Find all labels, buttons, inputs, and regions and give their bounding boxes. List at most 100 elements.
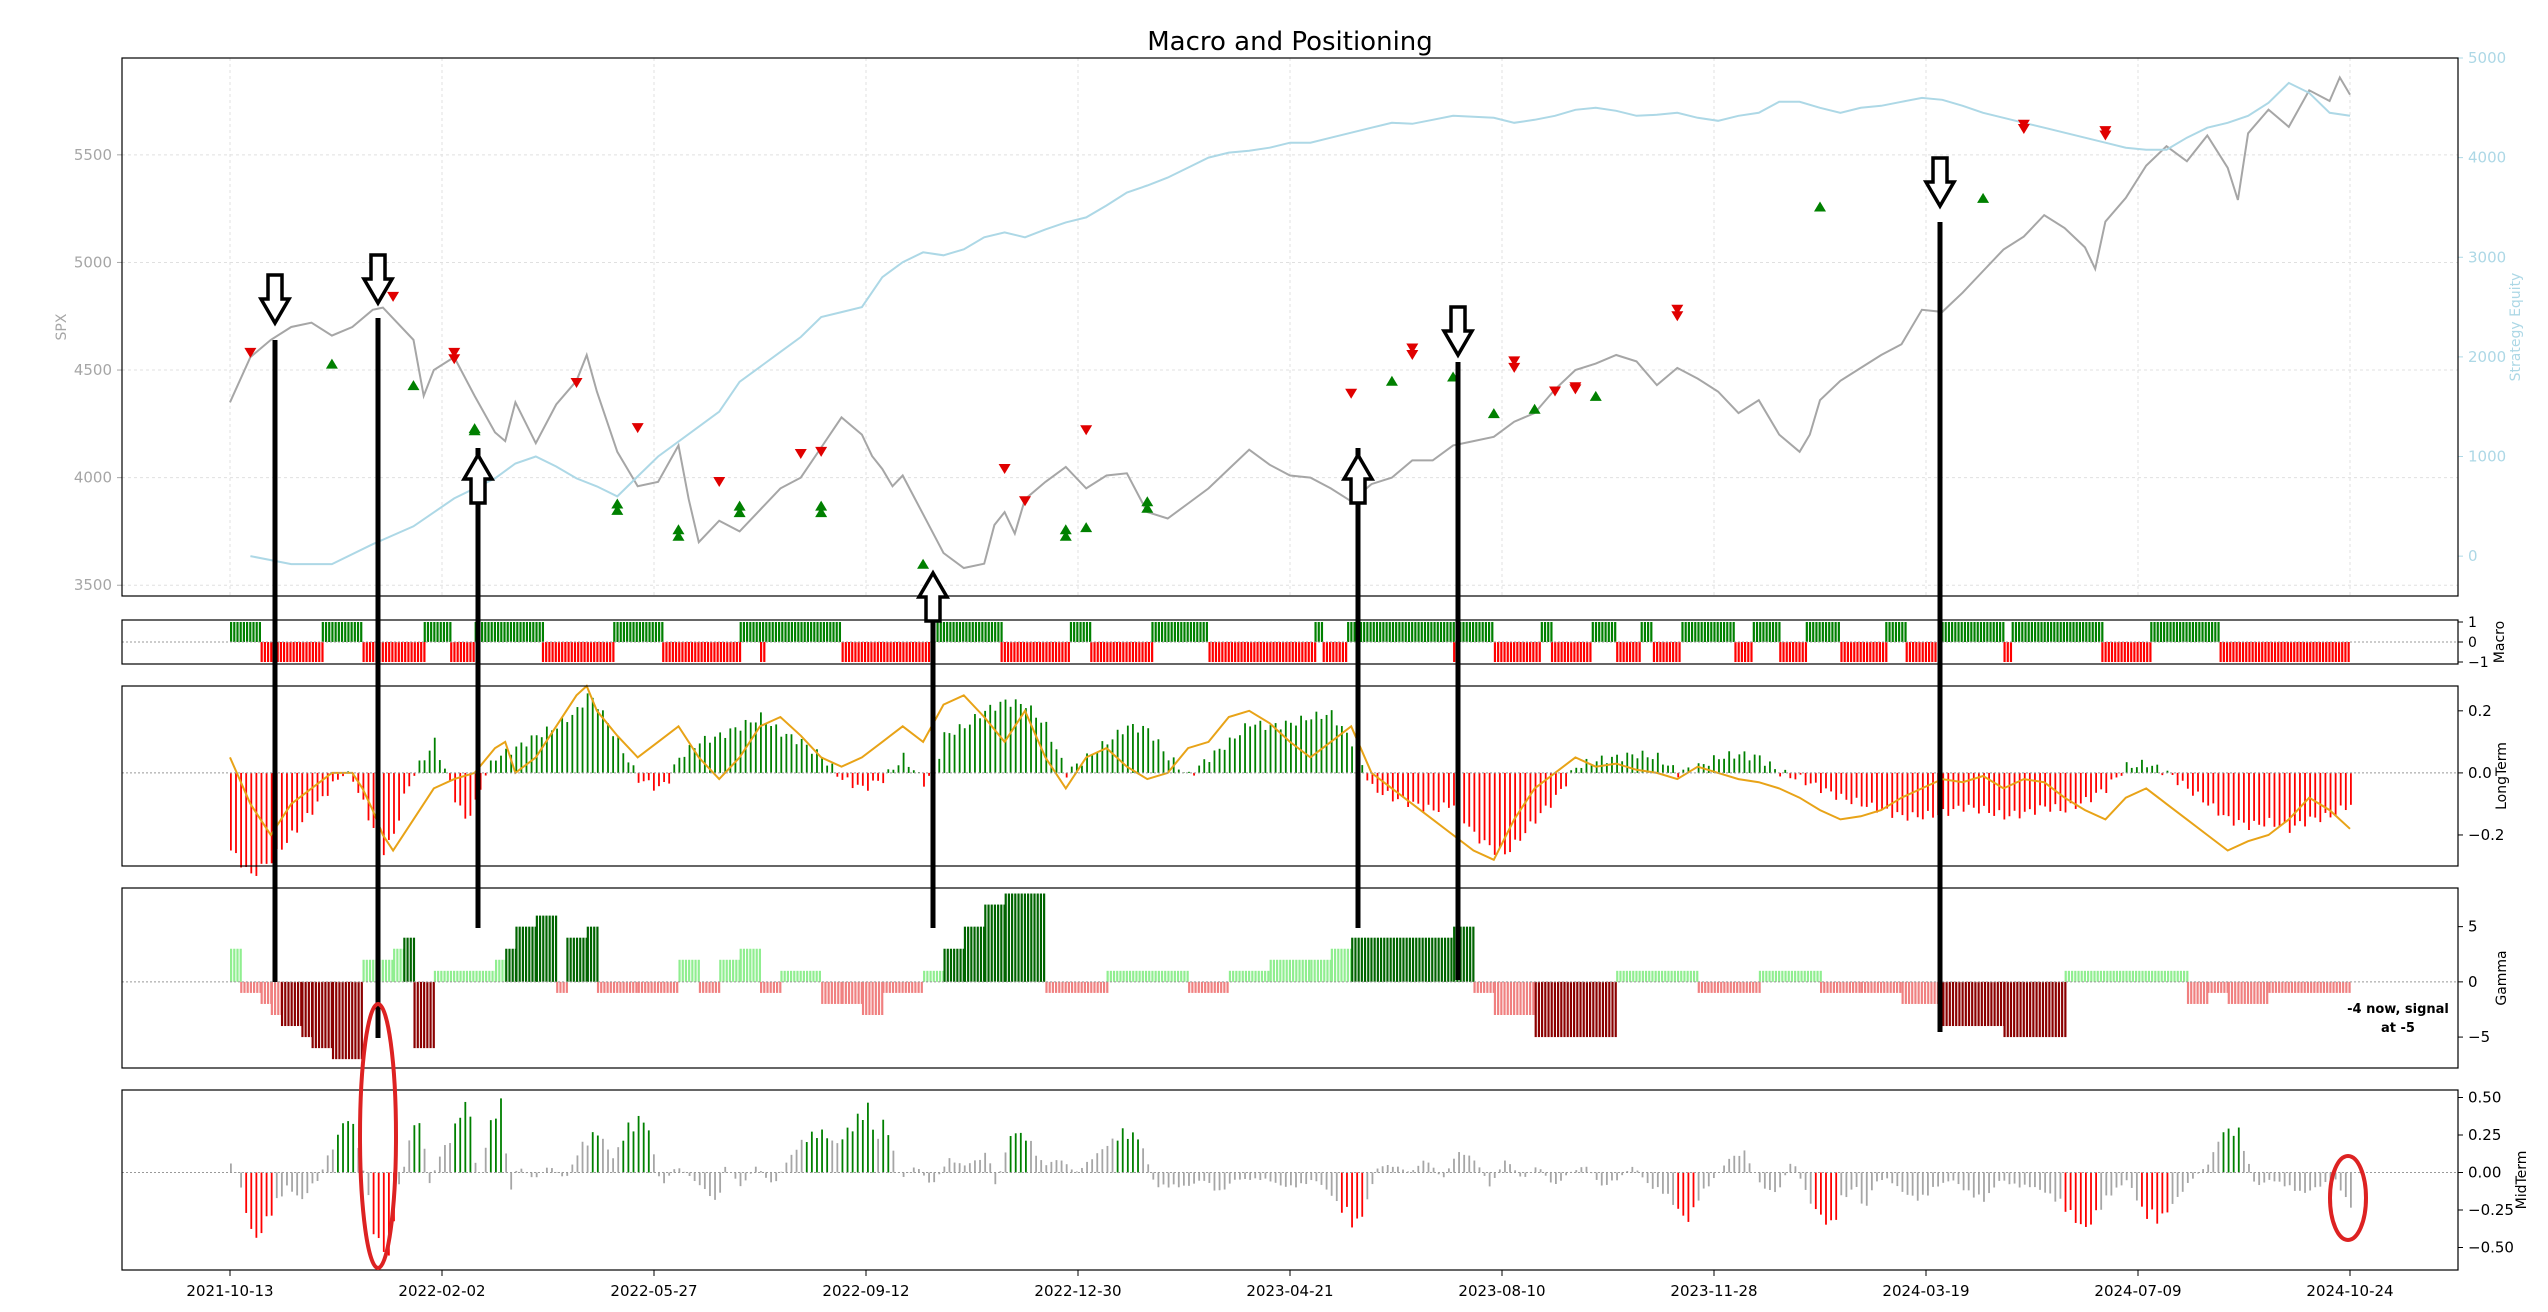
longterm-bar bbox=[2115, 772, 2118, 778]
longterm-bar bbox=[1840, 772, 1843, 794]
midterm-bar bbox=[1692, 1172, 1695, 1208]
longterm-bar bbox=[785, 733, 788, 773]
midterm-bar bbox=[1524, 1172, 1527, 1177]
gamma-bar bbox=[949, 948, 953, 982]
gamma-bar bbox=[786, 970, 789, 982]
gamma-bar bbox=[2306, 981, 2310, 993]
longterm-bar bbox=[551, 730, 553, 773]
midterm-bar bbox=[637, 1115, 640, 1173]
gamma-bar bbox=[606, 981, 609, 993]
macro-bar bbox=[1805, 622, 1808, 642]
macro-bar bbox=[1322, 642, 1325, 662]
gamma-tick-label: 0 bbox=[2468, 973, 2478, 991]
gamma-bar bbox=[2064, 970, 2067, 982]
macro-bar bbox=[1918, 642, 1921, 662]
gamma-bar bbox=[1310, 959, 1313, 982]
macro-bar bbox=[1407, 622, 1411, 642]
midterm-bar bbox=[342, 1123, 344, 1173]
macro-bar bbox=[838, 622, 842, 642]
macro-bar bbox=[1616, 642, 1619, 662]
midterm-bar bbox=[673, 1169, 676, 1173]
midterm-bar bbox=[1651, 1172, 1654, 1189]
midterm-bar bbox=[1493, 1172, 1496, 1178]
macro-bar bbox=[908, 642, 911, 662]
y-tick-label-right: 1000 bbox=[2468, 448, 2506, 466]
gamma-bar bbox=[1285, 959, 1288, 982]
longterm-bar bbox=[821, 758, 823, 773]
midterm-bar bbox=[2212, 1152, 2215, 1173]
midterm-bar bbox=[2054, 1172, 2057, 1202]
gamma-bar bbox=[575, 937, 579, 982]
gamma-bar bbox=[1566, 981, 1569, 1038]
macro-bar bbox=[1951, 622, 1954, 642]
longterm-bar bbox=[1850, 772, 1853, 805]
gamma-bar bbox=[1141, 970, 1144, 982]
gamma-bar bbox=[688, 959, 691, 982]
macro-bar bbox=[1525, 642, 1529, 662]
midterm-bar bbox=[571, 1164, 574, 1173]
longterm-bar bbox=[968, 724, 971, 773]
macro-bar bbox=[2179, 622, 2182, 642]
gamma-bar bbox=[1109, 970, 1112, 982]
macro-bar bbox=[1291, 642, 1294, 662]
midterm-bar bbox=[877, 1138, 880, 1173]
gamma-bar bbox=[1923, 981, 1927, 1004]
longterm-bar bbox=[714, 736, 716, 773]
gamma-bar bbox=[381, 959, 384, 982]
sell-signal-marker bbox=[815, 446, 828, 457]
longterm-bar bbox=[989, 704, 992, 773]
longterm-bar bbox=[1279, 729, 1282, 773]
gamma-bar bbox=[2109, 970, 2112, 982]
gamma-bar bbox=[1771, 970, 1774, 982]
midterm-bar bbox=[683, 1171, 686, 1173]
macro-bar bbox=[1038, 642, 1042, 662]
gamma-bar bbox=[1920, 981, 1923, 1004]
macro-bar bbox=[2261, 642, 2264, 662]
gamma-bar bbox=[2144, 970, 2147, 982]
midterm-bar bbox=[1544, 1172, 1547, 1176]
macro-bar bbox=[918, 642, 921, 662]
gamma-bar bbox=[266, 981, 270, 1004]
macro-bar bbox=[1837, 622, 1840, 642]
macro-bar bbox=[2149, 642, 2152, 662]
buy-signal-marker bbox=[917, 558, 930, 569]
midterm-bar bbox=[938, 1172, 941, 1175]
midterm-bar bbox=[1147, 1164, 1150, 1173]
longterm-bar bbox=[280, 772, 283, 850]
macro-bar bbox=[1818, 622, 1821, 642]
gamma-bar bbox=[1914, 981, 1917, 1004]
gamma-bar bbox=[1605, 981, 1608, 1038]
macro-bar bbox=[1700, 622, 1703, 642]
longterm-bar bbox=[1977, 772, 1980, 814]
longterm-bar bbox=[2242, 772, 2245, 823]
longterm-bar bbox=[1244, 723, 1246, 773]
gamma-bar bbox=[780, 970, 783, 982]
gamma-bar bbox=[2093, 970, 2096, 982]
midterm-bar bbox=[1498, 1169, 1501, 1173]
macro-bar bbox=[2318, 642, 2321, 662]
midterm-bar bbox=[1126, 1138, 1129, 1173]
gamma-bar bbox=[569, 937, 572, 982]
gamma-bar bbox=[1883, 981, 1886, 993]
macro-bar bbox=[2232, 642, 2235, 662]
gamma-bar bbox=[1058, 981, 1061, 993]
gamma-bar bbox=[2227, 981, 2230, 1004]
longterm-bar bbox=[1453, 772, 1455, 806]
macro-bar bbox=[2334, 642, 2337, 662]
y-axis-label-right: Strategy Equity bbox=[2508, 273, 2524, 382]
midterm-bar bbox=[2069, 1172, 2072, 1210]
macro-bar bbox=[2235, 642, 2238, 662]
midterm-bar bbox=[352, 1123, 355, 1173]
buy-signal-marker bbox=[1141, 496, 1154, 507]
macro-bar bbox=[2072, 622, 2075, 642]
macro-bar bbox=[1010, 642, 1013, 662]
gamma-bar bbox=[412, 937, 416, 982]
midterm-bar bbox=[2293, 1172, 2296, 1191]
midterm-bar bbox=[770, 1172, 772, 1183]
gamma-bar bbox=[990, 904, 993, 982]
longterm-bar bbox=[1269, 724, 1272, 773]
macro-bar bbox=[2130, 642, 2133, 662]
macro-bar bbox=[2264, 642, 2267, 662]
gamma-bar bbox=[1660, 970, 1664, 982]
longterm-bar bbox=[780, 736, 783, 773]
